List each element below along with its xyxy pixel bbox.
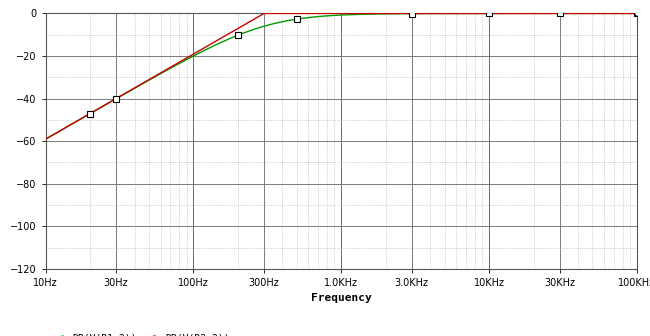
X-axis label: Frequency: Frequency: [311, 293, 372, 303]
Legend: DB(V(R1:2)), DB(V(R2:2)): DB(V(R1:2)), DB(V(R2:2)): [50, 330, 234, 336]
